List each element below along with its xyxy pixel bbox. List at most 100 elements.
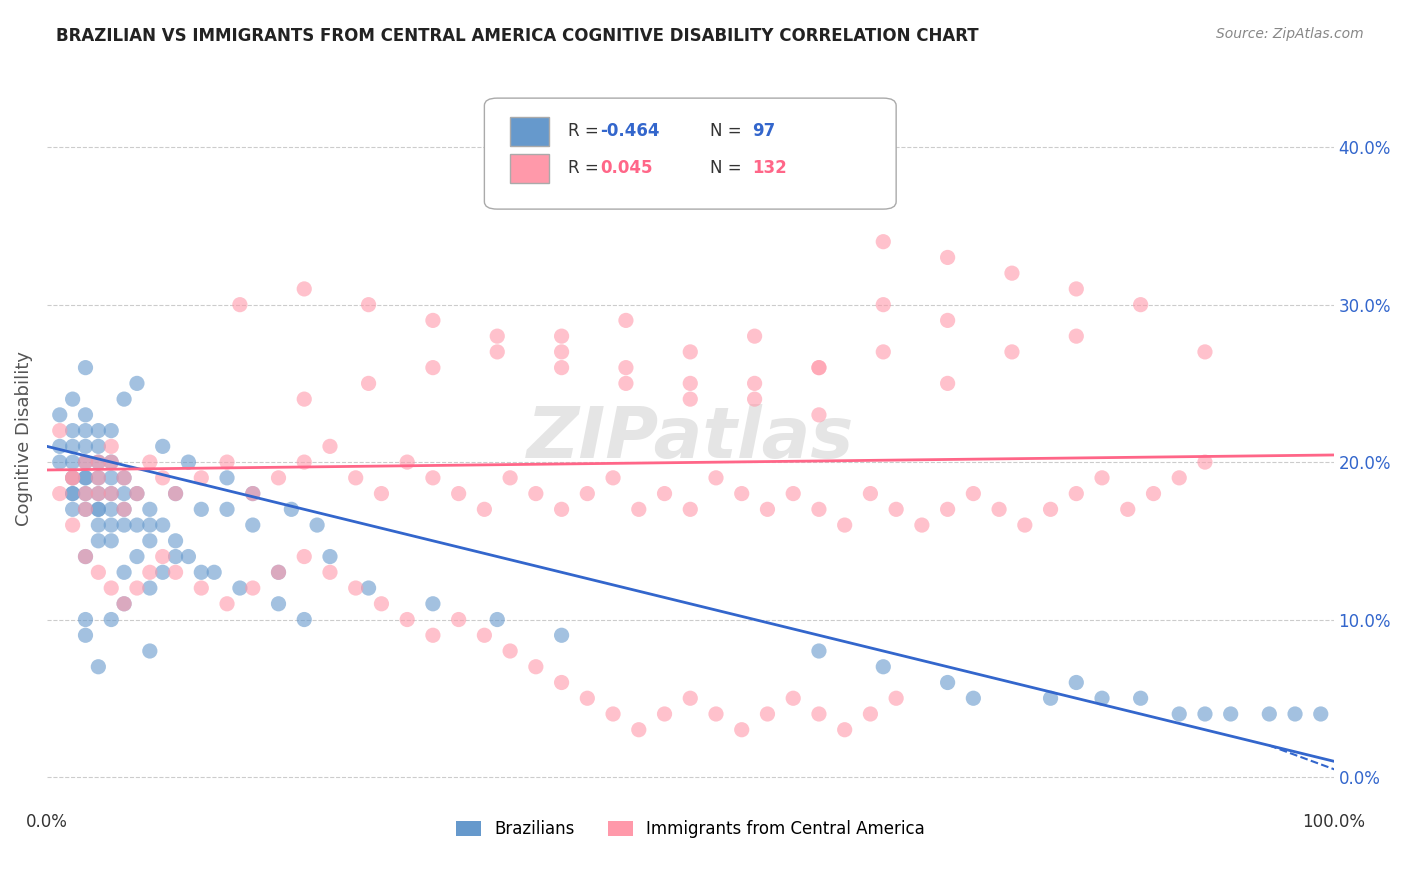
Point xyxy=(627,502,650,516)
Point xyxy=(75,360,97,375)
Point xyxy=(679,392,702,406)
Point xyxy=(422,597,444,611)
Text: N =: N = xyxy=(710,122,747,140)
Point xyxy=(87,455,110,469)
Point xyxy=(112,471,135,485)
Point xyxy=(190,566,212,580)
Point xyxy=(280,502,302,516)
Point xyxy=(872,298,894,312)
Point xyxy=(49,486,72,500)
Point xyxy=(100,502,122,516)
Text: 0.045: 0.045 xyxy=(600,160,652,178)
Point xyxy=(139,502,162,516)
Point xyxy=(1039,502,1062,516)
Point xyxy=(486,329,509,343)
Point xyxy=(139,533,162,548)
Point xyxy=(100,486,122,500)
Text: N =: N = xyxy=(710,160,747,178)
Point xyxy=(62,518,84,533)
Point xyxy=(100,439,122,453)
Point xyxy=(576,486,599,500)
Point xyxy=(49,424,72,438)
Point xyxy=(87,471,110,485)
Point xyxy=(524,486,547,500)
Point xyxy=(1091,691,1114,706)
Point xyxy=(215,455,238,469)
Text: Source: ZipAtlas.com: Source: ZipAtlas.com xyxy=(1216,27,1364,41)
Point xyxy=(112,392,135,406)
Point xyxy=(62,471,84,485)
Point xyxy=(75,455,97,469)
Point xyxy=(267,471,290,485)
Point xyxy=(1129,298,1152,312)
Point xyxy=(307,518,329,533)
Point xyxy=(936,376,959,391)
Point xyxy=(152,518,174,533)
Point xyxy=(1039,691,1062,706)
Point xyxy=(202,566,225,580)
Point xyxy=(550,628,572,642)
Point xyxy=(139,566,162,580)
Point xyxy=(474,628,496,642)
Point xyxy=(344,471,367,485)
Point xyxy=(267,597,290,611)
Point xyxy=(125,581,148,595)
Point xyxy=(100,424,122,438)
Point xyxy=(112,597,135,611)
Point xyxy=(936,502,959,516)
Point xyxy=(1014,518,1036,533)
Point xyxy=(550,345,572,359)
Point xyxy=(422,313,444,327)
Point xyxy=(75,471,97,485)
Point xyxy=(112,486,135,500)
Point xyxy=(859,486,882,500)
Point xyxy=(75,549,97,564)
Point xyxy=(139,644,162,658)
Point xyxy=(807,408,830,422)
FancyBboxPatch shape xyxy=(510,153,548,183)
Point xyxy=(75,424,97,438)
Legend: Brazilians, Immigrants from Central America: Brazilians, Immigrants from Central Amer… xyxy=(449,814,932,845)
Point xyxy=(422,360,444,375)
Point xyxy=(125,518,148,533)
Point xyxy=(87,518,110,533)
Point xyxy=(679,691,702,706)
Point xyxy=(125,549,148,564)
Point xyxy=(447,486,470,500)
Point xyxy=(112,566,135,580)
Point xyxy=(550,360,572,375)
Point xyxy=(962,486,984,500)
Point xyxy=(75,613,97,627)
Point xyxy=(100,613,122,627)
Point xyxy=(782,486,804,500)
Point xyxy=(112,502,135,516)
Point xyxy=(499,644,522,658)
Point xyxy=(75,408,97,422)
Point xyxy=(75,455,97,469)
Point xyxy=(112,471,135,485)
Point xyxy=(744,376,766,391)
Point xyxy=(1168,706,1191,721)
Point xyxy=(396,613,419,627)
Point xyxy=(1001,345,1024,359)
Point xyxy=(87,439,110,453)
Point xyxy=(988,502,1011,516)
Point xyxy=(62,486,84,500)
Point xyxy=(100,581,122,595)
Point xyxy=(267,566,290,580)
Point xyxy=(87,566,110,580)
Point xyxy=(654,486,676,500)
Point xyxy=(524,659,547,673)
Point xyxy=(1064,486,1087,500)
Point xyxy=(807,360,830,375)
Point xyxy=(1001,266,1024,280)
Point xyxy=(654,706,676,721)
Point xyxy=(1284,706,1306,721)
Point xyxy=(165,486,187,500)
Point xyxy=(1064,675,1087,690)
Point xyxy=(962,691,984,706)
Point xyxy=(112,518,135,533)
Point xyxy=(62,455,84,469)
Point xyxy=(242,486,264,500)
Point xyxy=(190,581,212,595)
